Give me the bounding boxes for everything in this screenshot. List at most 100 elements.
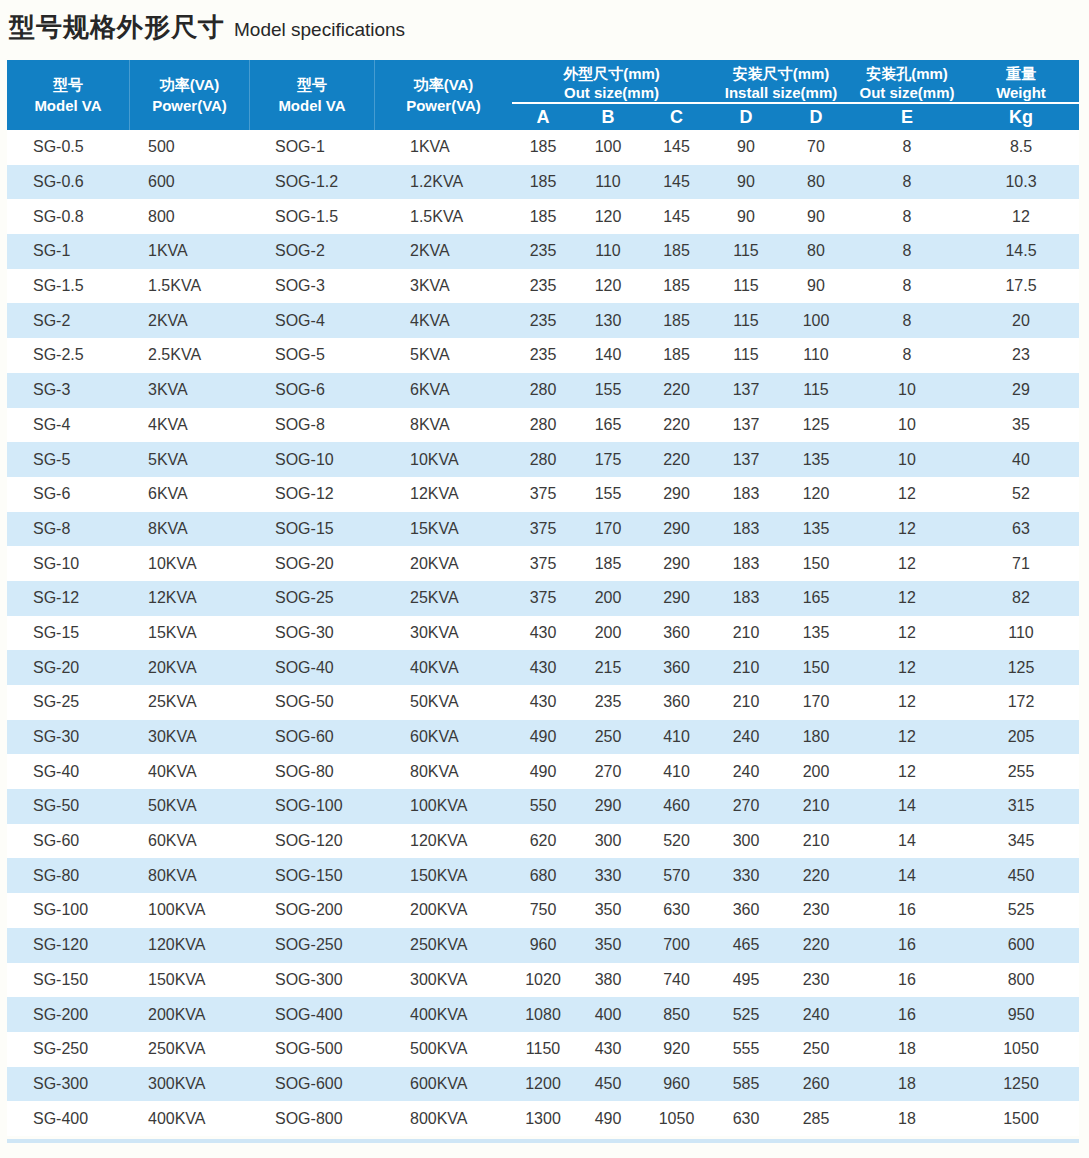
- table-row: SG-250250KVASOG-500500KVA115043092055525…: [7, 1032, 1079, 1067]
- table-row: SG-150150KVASOG-300300KVA102038074049523…: [7, 963, 1079, 998]
- header-label-en: Out size(mm): [859, 84, 954, 103]
- table-cell: SG-25: [7, 685, 130, 720]
- table-cell: 280: [512, 408, 574, 443]
- table-cell: 110: [781, 338, 851, 373]
- table-cell: 10: [851, 442, 963, 477]
- table-cell: 60KVA: [130, 824, 250, 859]
- table-cell: SOG-8: [250, 408, 375, 443]
- table-row: SG-1515KVASOG-3030KVA4302003602101351211…: [7, 616, 1079, 651]
- table-cell: 50KVA: [130, 789, 250, 824]
- table-cell: 280: [512, 442, 574, 477]
- table-cell: SOG-120: [250, 824, 375, 859]
- table-cell: 135: [781, 442, 851, 477]
- table-cell: SOG-50: [250, 685, 375, 720]
- table-cell: SG-4: [7, 408, 130, 443]
- table-cell: 50KVA: [375, 685, 512, 720]
- table-cell: SOG-80: [250, 754, 375, 789]
- header-label-zh: 安装孔(mm): [866, 65, 948, 84]
- table-cell: 5KVA: [130, 442, 250, 477]
- table-cell: 90: [781, 269, 851, 304]
- table-cell: 360: [642, 685, 711, 720]
- table-cell: 2KVA: [375, 234, 512, 269]
- table-cell: 555: [711, 1032, 781, 1067]
- table-cell: 300KVA: [375, 963, 512, 998]
- header-group-install-hole: 安装孔(mm) Out size(mm): [851, 65, 963, 102]
- table-cell: 12: [851, 650, 963, 685]
- table-cell: SG-12: [7, 581, 130, 616]
- header-label-en: Power(VA): [406, 95, 481, 116]
- table-cell: 183: [711, 512, 781, 547]
- table-row: SG-100100KVASOG-200200KVA750350630360230…: [7, 893, 1079, 928]
- table-cell: 100: [781, 303, 851, 338]
- table-cell: 52: [963, 477, 1079, 512]
- table-row: SG-0.5500SOG-11KVA185100145907088.5: [7, 130, 1079, 165]
- table-cell: 115: [711, 303, 781, 338]
- table-cell: 300KVA: [130, 1067, 250, 1102]
- table-cell: 180: [781, 720, 851, 755]
- table-cell: 1KVA: [130, 234, 250, 269]
- table-row: SG-6060KVASOG-120120KVA62030052030021014…: [7, 824, 1079, 859]
- table-row: SG-0.8800SOG-1.51.5KVA1851201459090812: [7, 199, 1079, 234]
- table-cell: 200: [781, 754, 851, 789]
- table-cell: 165: [574, 408, 642, 443]
- table-cell: SOG-15: [250, 512, 375, 547]
- table-cell: 120: [574, 269, 642, 304]
- table-cell: 25KVA: [375, 581, 512, 616]
- table-cell: 14: [851, 858, 963, 893]
- header-label-zh: 功率(VA): [160, 74, 220, 95]
- table-cell: 8: [851, 234, 963, 269]
- table-cell: SOG-500: [250, 1032, 375, 1067]
- table-cell: 20: [963, 303, 1079, 338]
- table-cell: SOG-300: [250, 963, 375, 998]
- table-cell: 290: [642, 546, 711, 581]
- table-row: SG-1.51.5KVASOG-33KVA23512018511590817.5: [7, 269, 1079, 304]
- table-cell: 920: [642, 1032, 711, 1067]
- table-cell: 137: [711, 373, 781, 408]
- subheader-A: A: [512, 107, 574, 128]
- table-cell: 185: [642, 303, 711, 338]
- table-cell: 90: [711, 199, 781, 234]
- table-cell: 20KVA: [130, 650, 250, 685]
- table-cell: SOG-800: [250, 1101, 375, 1136]
- table-cell: 630: [711, 1101, 781, 1136]
- table-cell: 250: [574, 720, 642, 755]
- table-cell: 80KVA: [130, 858, 250, 893]
- table-cell: 90: [781, 199, 851, 234]
- table-cell: 175: [574, 442, 642, 477]
- table-cell: 1150: [512, 1032, 574, 1067]
- table-cell: SOG-1: [250, 130, 375, 165]
- table-cell: 2.5KVA: [130, 338, 250, 373]
- table-cell: 200: [574, 581, 642, 616]
- table-cell: SG-60: [7, 824, 130, 859]
- table-cell: 30KVA: [130, 720, 250, 755]
- table-cell: 16: [851, 997, 963, 1032]
- table-cell: 380: [574, 963, 642, 998]
- table-cell: 1020: [512, 963, 574, 998]
- header-subcolumn-row: A B C D D E Kg: [512, 104, 1079, 130]
- table-cell: SG-8: [7, 512, 130, 547]
- table-cell: SG-40: [7, 754, 130, 789]
- table-cell: 1200: [512, 1067, 574, 1102]
- table-cell: 285: [781, 1101, 851, 1136]
- table-cell: 12KVA: [130, 581, 250, 616]
- header-group-weight: 重量 Weight: [963, 65, 1079, 102]
- table-cell: 150: [781, 650, 851, 685]
- table-cell: 205: [963, 720, 1079, 755]
- table-row: SG-8080KVASOG-150150KVA68033057033022014…: [7, 858, 1079, 893]
- table-cell: 400: [574, 997, 642, 1032]
- table-cell: 12: [851, 477, 963, 512]
- table-cell: SOG-1.5: [250, 199, 375, 234]
- table-cell: 18: [851, 1067, 963, 1102]
- table-cell: 137: [711, 408, 781, 443]
- table-cell: SG-50: [7, 789, 130, 824]
- table-cell: 250: [781, 1032, 851, 1067]
- table-cell: 375: [512, 512, 574, 547]
- table-cell: SG-15: [7, 616, 130, 651]
- table-cell: 525: [711, 997, 781, 1032]
- table-cell: SG-20: [7, 650, 130, 685]
- table-cell: 375: [512, 546, 574, 581]
- table-cell: 220: [642, 408, 711, 443]
- table-cell: 135: [781, 616, 851, 651]
- header-label-en: Model VA: [278, 95, 345, 116]
- table-row: SG-55KVASOG-1010KVA2801752201371351040: [7, 442, 1079, 477]
